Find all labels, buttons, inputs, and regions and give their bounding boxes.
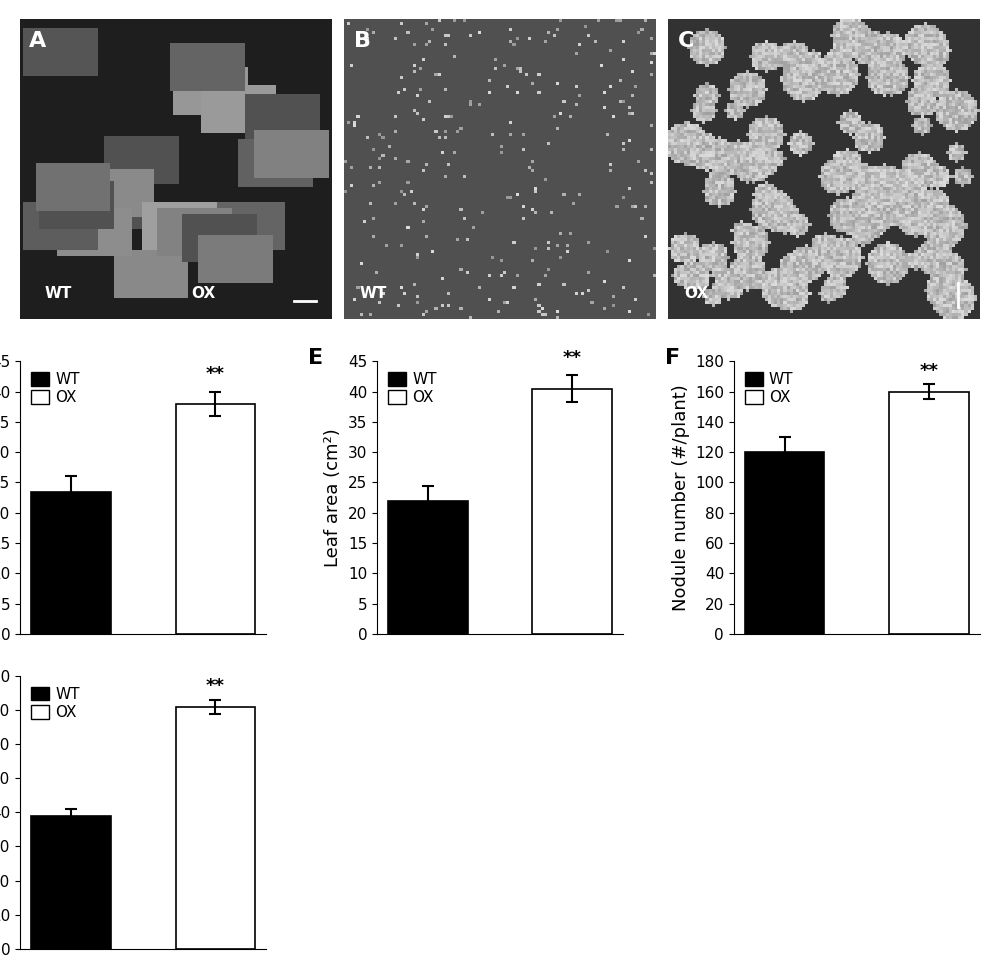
Text: **: ** bbox=[563, 349, 582, 368]
Text: OX: OX bbox=[684, 287, 708, 301]
Text: F: F bbox=[665, 348, 680, 368]
Bar bbox=[889, 392, 969, 634]
Bar bbox=[745, 452, 824, 634]
Text: **: ** bbox=[920, 361, 939, 379]
Text: WT: WT bbox=[45, 287, 72, 301]
Text: **: ** bbox=[206, 365, 225, 382]
Bar bbox=[388, 500, 468, 634]
Text: A: A bbox=[29, 31, 47, 51]
Legend: WT, OX: WT, OX bbox=[741, 369, 797, 408]
Y-axis label: Leaf area (cm²): Leaf area (cm²) bbox=[324, 428, 342, 567]
Text: OX: OX bbox=[191, 287, 216, 301]
Bar bbox=[176, 404, 255, 634]
Text: C: C bbox=[678, 31, 694, 51]
Text: B: B bbox=[354, 31, 371, 51]
Legend: WT, OX: WT, OX bbox=[385, 369, 440, 408]
Text: E: E bbox=[308, 348, 323, 368]
Bar bbox=[31, 816, 111, 949]
Legend: WT, OX: WT, OX bbox=[28, 369, 83, 408]
Bar bbox=[31, 492, 111, 634]
Bar bbox=[176, 707, 255, 949]
Bar bbox=[532, 388, 612, 634]
Y-axis label: Nodule number (#/plant): Nodule number (#/plant) bbox=[672, 384, 690, 611]
Text: **: ** bbox=[206, 677, 225, 695]
Legend: WT, OX: WT, OX bbox=[28, 683, 83, 723]
Text: WT: WT bbox=[360, 287, 387, 301]
